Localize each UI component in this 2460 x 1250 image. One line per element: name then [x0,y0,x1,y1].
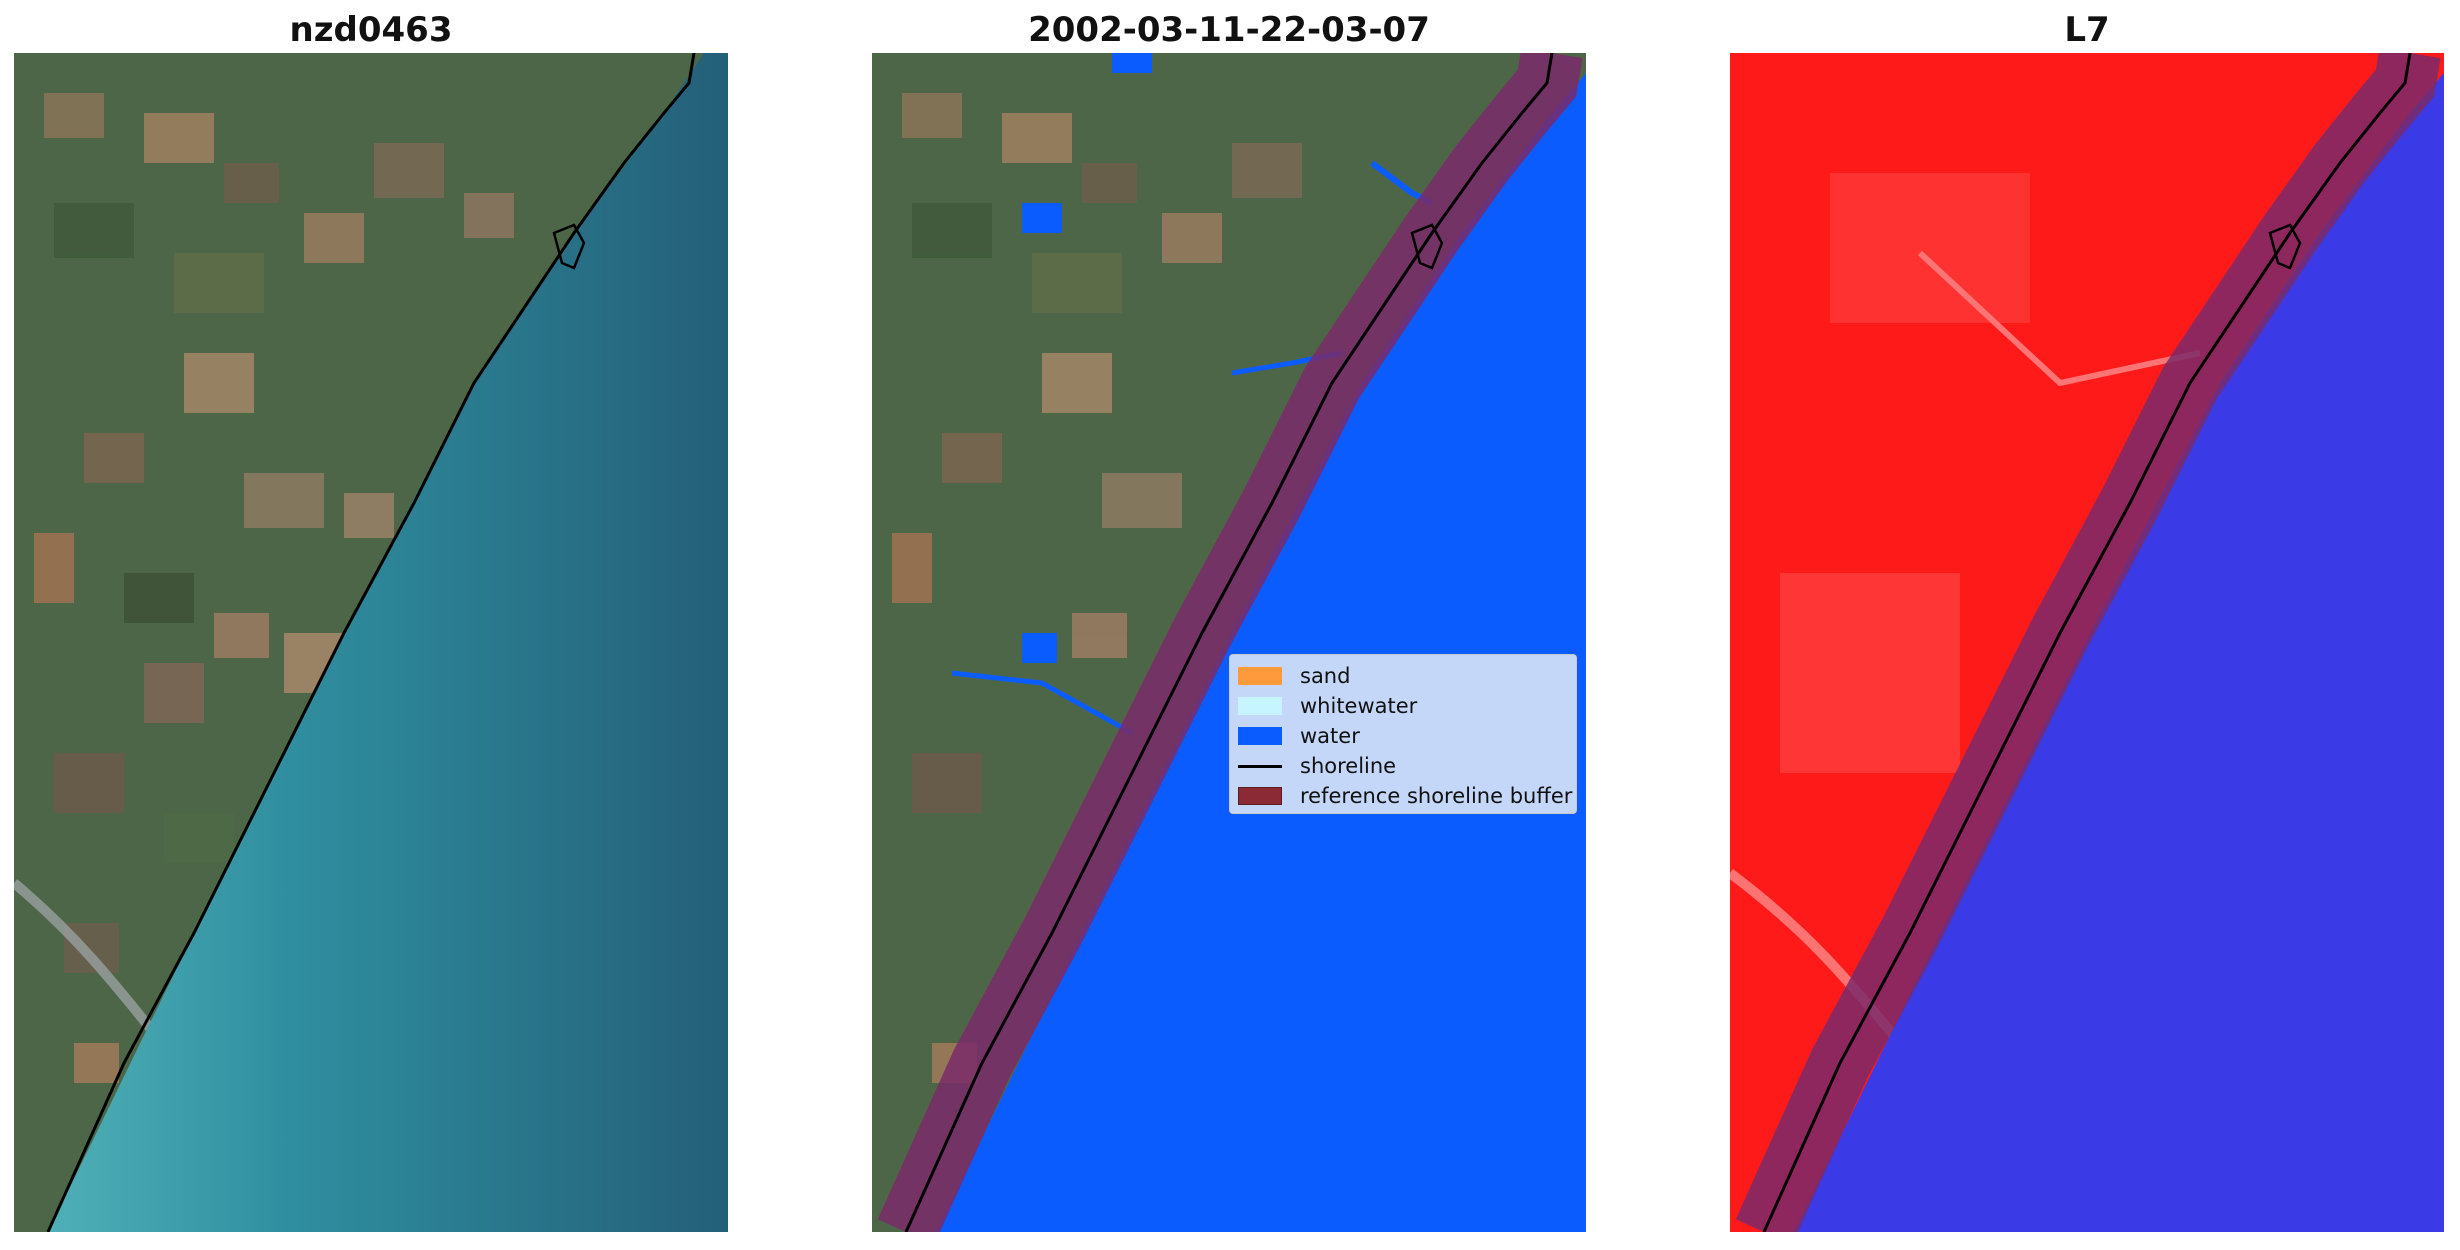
index-image-canvas [1730,53,2444,1232]
water-area [936,73,1586,1232]
legend-item-whitewater: whitewater [1238,691,1568,721]
legend-item-water: water [1238,721,1568,751]
panel-classified-image [872,53,1586,1232]
panel-title-date: 2002-03-11-22-03-07 [1028,10,1430,50]
legend-swatch-water [1238,727,1282,745]
panel-index-image [1730,53,2444,1232]
panel-title-rgb: nzd0463 [289,10,453,50]
legend-label-whitewater: whitewater [1300,694,1418,718]
panel-title-satellite: L7 [2064,10,2110,50]
panel-rgb-image [14,53,728,1232]
legend-swatch-whitewater [1238,697,1282,715]
shoreline-line [46,53,696,1232]
legend-label-water: water [1300,724,1360,748]
water-area [1794,73,2444,1232]
lagoon-outline [1410,223,1444,270]
legend-label-reference-buffer: reference shoreline buffer [1300,784,1573,808]
land-texture [1730,173,2201,1047]
lagoon-outline [552,223,586,270]
sea-area [48,53,728,1232]
lagoon-outline [2268,223,2302,270]
shoreline-line [904,53,1554,1232]
legend-item-shoreline: shoreline [1238,751,1568,781]
field-patches [892,93,1302,1083]
legend-item-reference-buffer: reference shoreline buffer [1238,781,1572,811]
legend: sand whitewater water shoreline referenc… [1229,654,1577,814]
legend-line-shoreline [1238,764,1282,768]
legend-swatch-sand [1238,667,1282,685]
classified-image-canvas [872,53,1586,1232]
legend-swatch-reference-buffer [1238,787,1282,805]
rgb-image-canvas [14,53,728,1232]
shoreline-line [1762,53,2412,1232]
legend-label-shoreline: shoreline [1300,754,1397,778]
legend-item-sand: sand [1238,661,1568,691]
legend-label-sand: sand [1300,664,1351,688]
